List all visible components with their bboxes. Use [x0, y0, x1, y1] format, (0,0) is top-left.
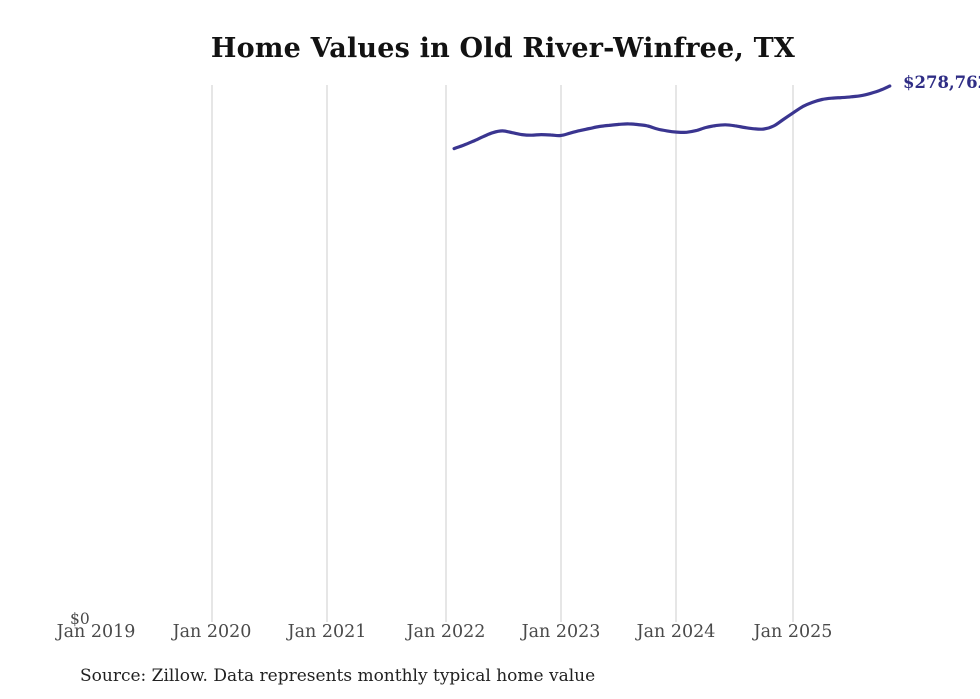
x-tick-label-jan-2021: Jan 2021: [287, 622, 367, 642]
series-end-value-label: $278,762: [903, 73, 980, 92]
x-tick-label-jan-2019: Jan 2019: [56, 622, 136, 642]
chart-title: Home Values in Old River-Winfree, TX: [210, 33, 796, 64]
y-axis-zero-label: $0: [70, 610, 90, 628]
source-note: Source: Zillow. Data represents monthly …: [80, 666, 596, 686]
x-tick-label-jan-2024: Jan 2024: [636, 622, 716, 642]
x-tick-label-jan-2020: Jan 2020: [172, 622, 252, 642]
home-value-line: [452, 84, 892, 151]
year-gridlines: [211, 85, 794, 622]
x-tick-label-jan-2023: Jan 2023: [521, 622, 601, 642]
x-tick-label-jan-2025: Jan 2025: [753, 622, 833, 642]
x-tick-label-jan-2022: Jan 2022: [406, 622, 486, 642]
